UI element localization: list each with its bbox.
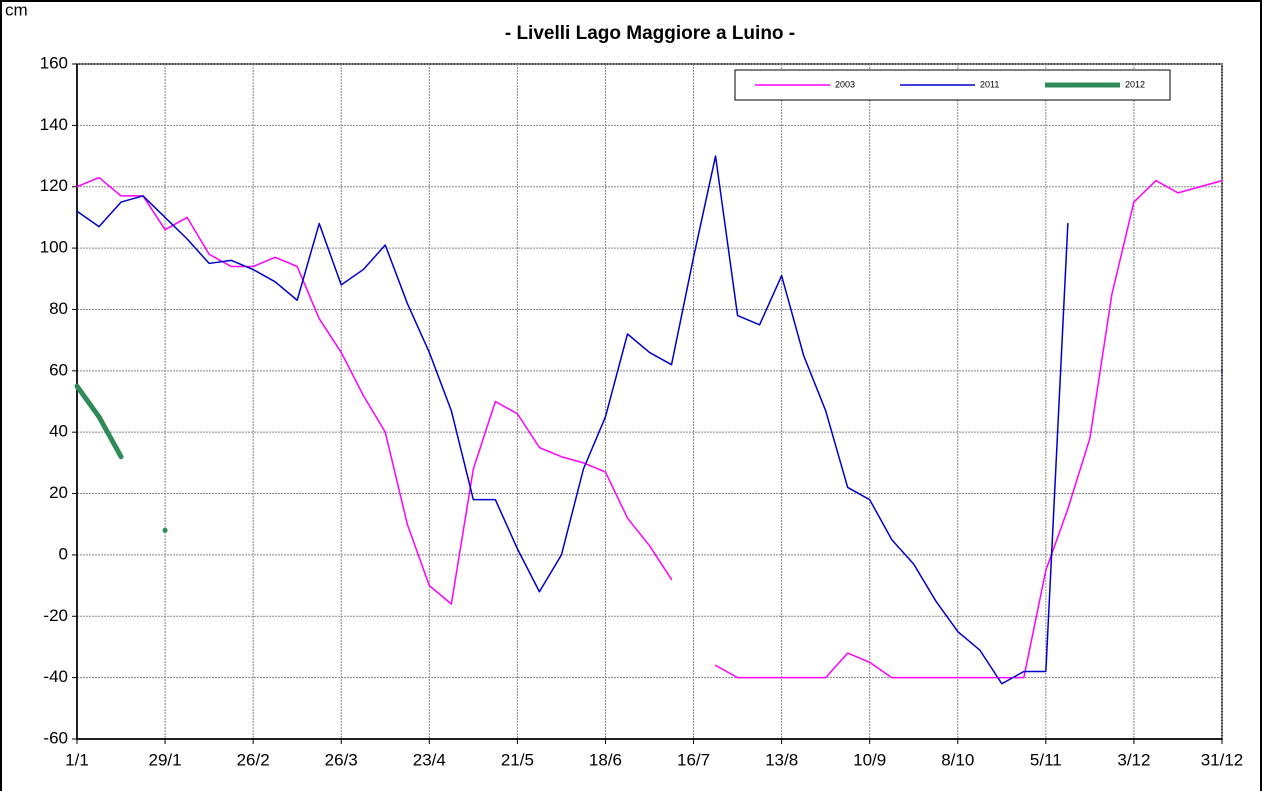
x-tick-label: 16/7: [677, 750, 710, 769]
x-tick-label: 5/11: [1030, 750, 1062, 769]
y-axis-label: cm: [5, 0, 28, 19]
series-line: [76, 176, 1223, 679]
y-tick-label: 40: [49, 422, 68, 441]
legend: 2003 2011 2012: [734, 69, 1171, 101]
x-tick-label: 1/1: [65, 750, 89, 769]
legend-label: 2003: [835, 79, 855, 89]
x-tick-label: 10/9: [853, 750, 886, 769]
plot-area: [76, 63, 1223, 740]
y-tick-label: 80: [49, 299, 68, 318]
x-tick-label: 3/12: [1117, 750, 1150, 769]
x-tick-label: 26/2: [237, 750, 270, 769]
x-tick-label: 21/5: [501, 750, 534, 769]
y-tick-label: 20: [49, 483, 68, 502]
x-tick-label: 29/1: [149, 750, 182, 769]
series-line: [76, 155, 1223, 685]
x-tick-label: 31/12: [1201, 750, 1244, 769]
y-tick-label: 0: [59, 544, 68, 563]
y-tick-label: 140: [40, 115, 68, 134]
y-tick-label: 160: [40, 53, 68, 72]
series-line: [74, 383, 168, 533]
y-tick-label: -60: [43, 728, 68, 747]
legend-label: 2011: [980, 79, 999, 89]
x-tick-label: 18/6: [589, 750, 622, 769]
y-tick-label: -20: [43, 606, 68, 625]
y-tick-label: 100: [40, 238, 68, 257]
x-tick-label: 26/3: [325, 750, 358, 769]
y-tick-label: 120: [40, 176, 68, 195]
legend-label: 2012: [1125, 79, 1145, 89]
chart-title: - Livelli Lago Maggiore a Luino -: [505, 23, 795, 44]
x-tick-label: 8/10: [941, 750, 974, 769]
x-tick-label: 23/4: [413, 750, 446, 769]
x-tick-label: 13/8: [765, 750, 798, 769]
y-tick-label: 60: [49, 360, 68, 379]
y-tick-label: -40: [43, 667, 68, 686]
